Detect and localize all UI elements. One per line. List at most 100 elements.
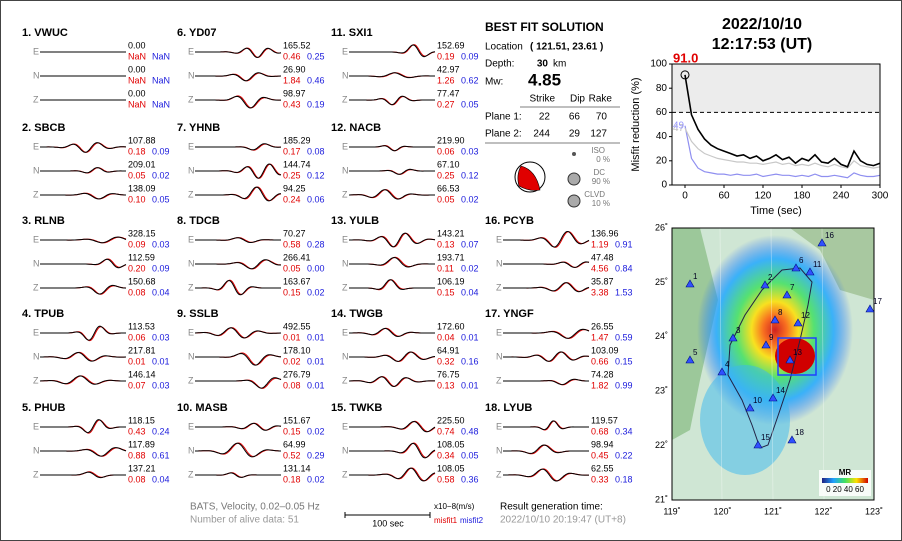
y-axis-label: Misfit reduction (%) <box>630 77 642 171</box>
misfit1: 0.17 <box>283 146 301 156</box>
component-label: Z <box>188 469 194 479</box>
component-label: N <box>188 445 195 455</box>
misfit2: 0.36 <box>461 474 479 484</box>
amplitude: 163.67 <box>283 276 311 286</box>
misfit2: 0.62 <box>461 75 479 85</box>
component-label: Z <box>342 469 348 479</box>
misfit2: 0.24 <box>152 426 170 436</box>
component-label: N <box>342 258 349 268</box>
units: x10−8(m/s) <box>434 502 475 511</box>
misfit2: 0.59 <box>615 332 633 342</box>
station-title: 11. SXI1 <box>331 27 373 39</box>
amplitude: 94.25 <box>283 183 306 193</box>
station-marker <box>685 355 695 364</box>
component-label: E <box>496 327 502 337</box>
component-label: N <box>342 165 349 175</box>
mech-icon <box>567 172 581 186</box>
component-label: E <box>33 421 39 431</box>
station-label: 11 <box>813 260 822 269</box>
misfit2: 0.25 <box>307 51 325 61</box>
misfit1: 0.15 <box>437 287 455 297</box>
component-label: N <box>342 445 349 455</box>
misfit1: NaN <box>128 99 146 109</box>
mech-icon <box>567 194 581 208</box>
misfit1: 1.82 <box>591 380 609 390</box>
misfit2: 0.02 <box>152 170 170 180</box>
component-label: N <box>496 258 503 268</box>
amplitude: 143.21 <box>437 228 465 238</box>
misfit2: 0.03 <box>152 332 170 342</box>
misfit1: 0.74 <box>437 426 455 436</box>
scale-bar <box>344 512 431 518</box>
misfit1: 1.47 <box>591 332 609 342</box>
misfit1-legend: misfit1 <box>434 516 458 525</box>
misfit1: 4.56 <box>591 263 609 273</box>
station-marker <box>753 440 763 449</box>
waveform <box>40 325 126 341</box>
misfit1: 0.05 <box>437 194 455 204</box>
amplitude: 165.52 <box>283 40 311 50</box>
amplitude: 103.09 <box>591 345 619 355</box>
misfit1: 0.15 <box>283 426 301 436</box>
station-title: 17. YNGF <box>485 308 534 320</box>
y-tick-label: 20 <box>656 155 668 166</box>
misfit2: 0.18 <box>615 474 633 484</box>
component-label: E <box>188 421 194 431</box>
component-label: N <box>33 258 40 268</box>
misfit2: NaN <box>152 51 170 61</box>
amplitude: 131.14 <box>283 463 311 473</box>
component-label: Z <box>496 375 502 385</box>
misfit2: 0.02 <box>307 474 325 484</box>
waveform <box>349 351 436 362</box>
component-label: Z <box>342 189 348 199</box>
amplitude: 144.74 <box>283 159 311 169</box>
misfit1: 0.34 <box>437 450 455 460</box>
misfit2: 0.07 <box>461 239 479 249</box>
component-label: Z <box>342 375 348 385</box>
waveform <box>503 282 590 293</box>
component-label: E <box>188 141 194 151</box>
component-label: Z <box>33 94 39 104</box>
waveform <box>195 47 282 59</box>
amplitude: 76.75 <box>437 369 460 379</box>
waveform <box>194 327 281 339</box>
amplitude: 119.57 <box>591 415 618 425</box>
component-label: N <box>496 351 503 361</box>
amplitude: 217.81 <box>128 345 156 355</box>
amplitude: 0.00 <box>128 40 146 50</box>
misfit1: 0.09 <box>128 239 146 249</box>
misfit-chart: 0 20 40 60 80 100 0 60 120 180 240 300 Time (sec) Mis… <box>630 50 889 217</box>
station-marker <box>787 435 797 444</box>
component-label: E <box>33 234 39 244</box>
waveform <box>349 467 436 482</box>
amplitude: 266.41 <box>283 252 311 262</box>
waveform <box>40 471 126 479</box>
amplitude: 108.05 <box>437 439 465 449</box>
depth-unit: km <box>553 59 566 70</box>
component-label: Z <box>33 282 39 292</box>
y-tick-label: 40 <box>656 131 668 142</box>
waveform <box>503 444 589 454</box>
plane-value: 22 <box>539 112 551 123</box>
misfit2: 0.02 <box>307 287 325 297</box>
misfit2: 0.09 <box>152 263 170 273</box>
waveform <box>40 236 127 244</box>
misfit1: 0.58 <box>437 474 455 484</box>
misfit1: 0.18 <box>283 474 301 484</box>
misfit2: 0.01 <box>461 380 479 390</box>
waveform <box>349 189 435 200</box>
depth-label: Depth: <box>485 59 514 70</box>
station-marker <box>782 290 792 299</box>
series-line <box>684 125 881 179</box>
y-tick-label: 0 <box>661 180 667 191</box>
waveform <box>195 72 281 82</box>
misfit2: 0.03 <box>152 380 170 390</box>
station-marker <box>793 318 803 327</box>
amplitude: 185.29 <box>283 135 311 145</box>
misfit1: 0.08 <box>283 380 301 390</box>
result-label: Result generation time: <box>500 502 603 513</box>
scale: 100 sec <box>372 518 404 528</box>
station-title: 13. YULB <box>331 215 379 227</box>
misfit1: 0.68 <box>591 426 609 436</box>
